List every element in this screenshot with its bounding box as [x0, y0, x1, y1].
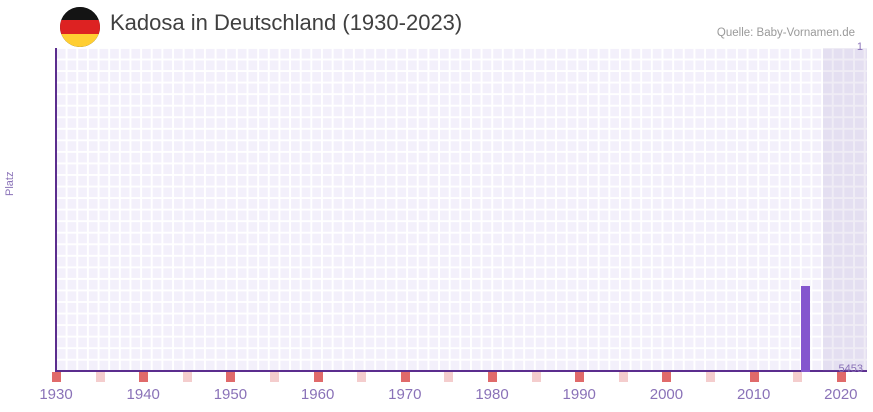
x-axis-tick-minor: [706, 372, 716, 382]
x-axis-tick-minor: [618, 372, 628, 382]
x-axis-tick-major: [662, 372, 672, 382]
y-axis-title: Platz: [4, 171, 16, 196]
x-axis-tick-label: 1930: [39, 386, 73, 403]
x-axis-tick-major: [139, 372, 149, 382]
x-axis-tick-minor: [793, 372, 803, 382]
x-axis-tick-label: 2020: [824, 386, 858, 403]
x-axis-tick-major: [226, 372, 236, 382]
flag-band-black: [60, 7, 100, 21]
x-axis-tick-minor: [182, 372, 192, 382]
x-axis-tick-label: 2010: [736, 386, 771, 403]
x-axis-tick-label: 1970: [388, 386, 422, 403]
source-attribution: Quelle: Baby-Vornamen.de: [716, 27, 855, 39]
x-axis-tick-label: 1960: [300, 386, 335, 403]
plot-area: [56, 48, 867, 371]
flag-band-red: [60, 20, 100, 34]
x-axis-tick-minor: [270, 372, 279, 382]
x-axis-tick-major: [313, 372, 323, 382]
bar[interactable]: [801, 285, 811, 371]
y-axis-tick-label-top: 1: [856, 41, 863, 53]
x-axis-tick-minor: [531, 372, 541, 382]
x-axis-tick-minor: [357, 372, 367, 382]
x-axis-tick-label: 1940: [126, 386, 160, 403]
germany-flag-circle-icon: [60, 7, 100, 47]
x-axis-tick-major: [488, 372, 498, 382]
x-axis-tick-data-year: [801, 363, 811, 372]
y-axis-line: [55, 48, 57, 372]
x-axis-tick-major: [575, 372, 585, 382]
x-axis-tick-label: 1950: [213, 386, 248, 403]
chart-header: Kadosa in Deutschland (1930-2023) Quelle…: [0, 0, 873, 48]
x-axis-tick-major: [836, 372, 846, 382]
x-axis-line: [55, 370, 867, 372]
chart-title: Kadosa in Deutschland (1930-2023): [110, 10, 463, 35]
x-axis-tick-major: [749, 372, 759, 382]
x-axis-tick-label: 1980: [475, 386, 509, 403]
x-axis-tick-label: 2000: [649, 386, 684, 403]
x-axis-tick-minor: [444, 372, 454, 382]
x-axis-tick-major: [52, 372, 61, 382]
x-axis-tick-label: 1990: [562, 386, 596, 403]
x-axis-tick-minor: [95, 372, 105, 382]
flag-band-gold: [60, 33, 100, 47]
x-axis-tick-major: [400, 372, 410, 382]
